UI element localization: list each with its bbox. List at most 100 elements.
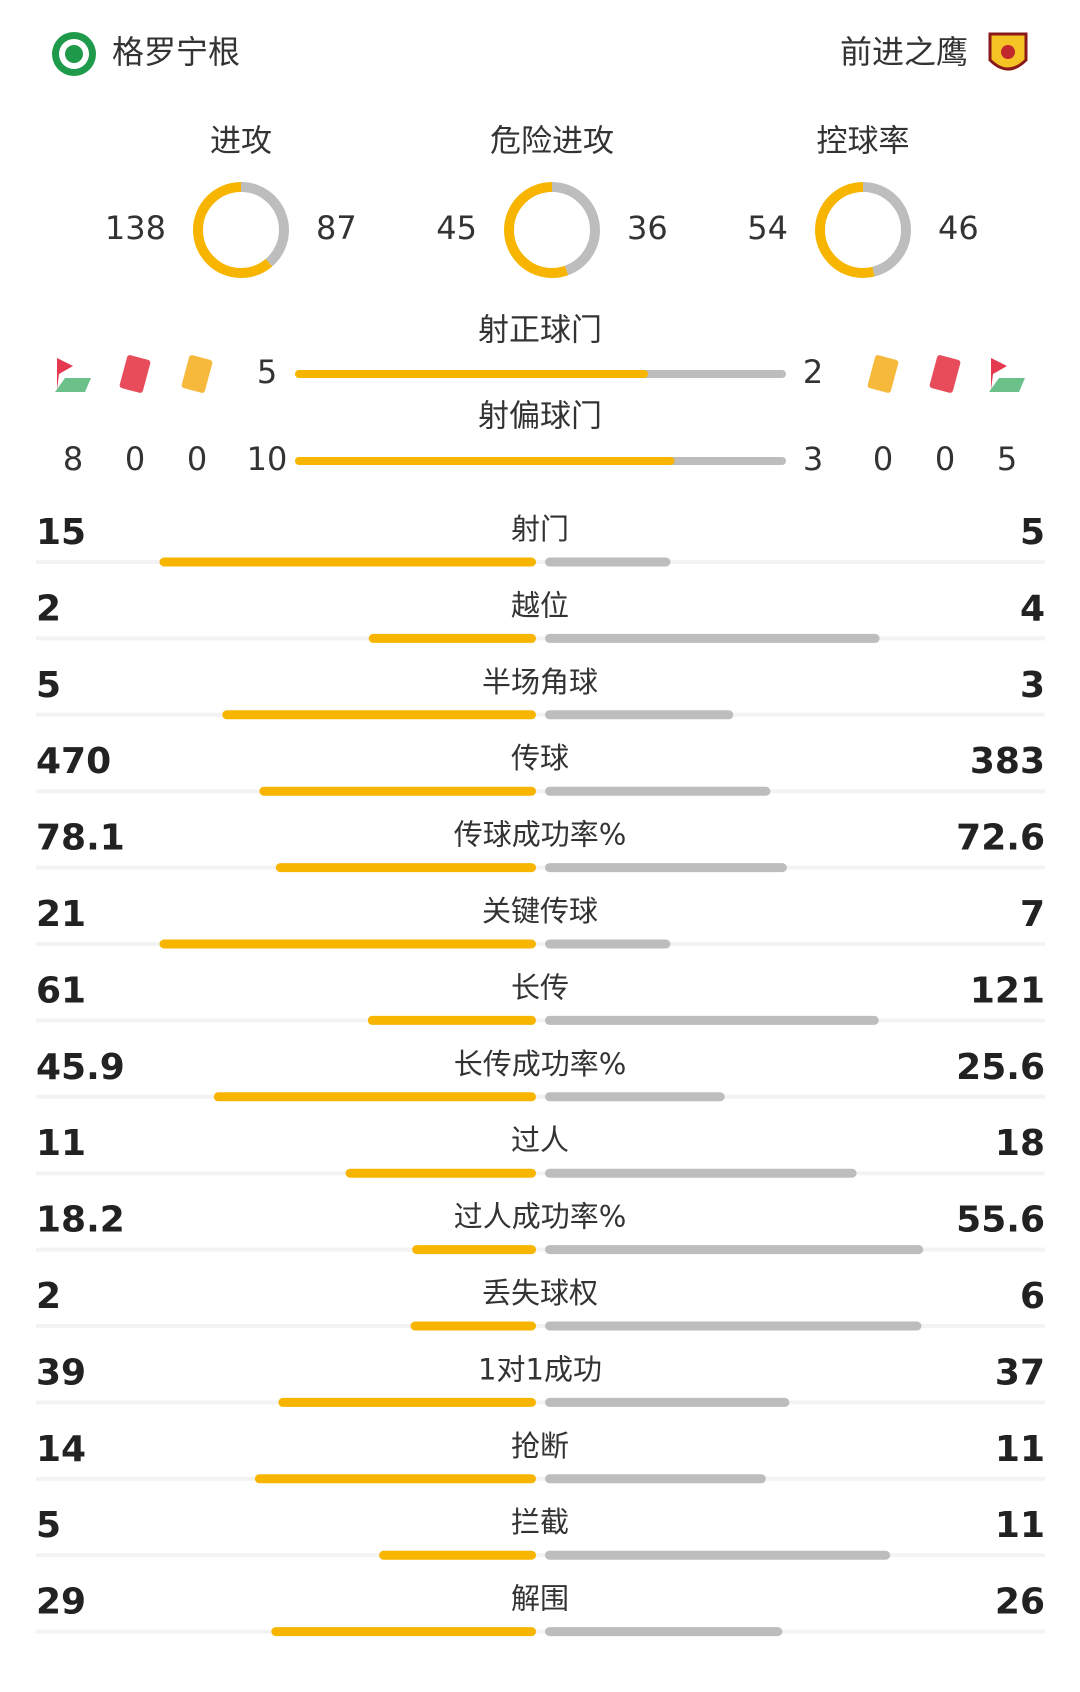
stat-home-bar bbox=[259, 786, 536, 796]
stat-label: 传球成功率% bbox=[454, 818, 627, 852]
stat-home-value: 18.2 bbox=[36, 1200, 125, 1241]
stat-home-bar bbox=[275, 863, 536, 873]
stat-label: 过人成功率% bbox=[454, 1200, 627, 1234]
corner-icon bbox=[57, 358, 73, 390]
stat-away-value: 55.6 bbox=[956, 1200, 1045, 1241]
stat-home-value: 29 bbox=[36, 1582, 86, 1623]
ring-away-value: 36 bbox=[627, 209, 668, 247]
away-logo bbox=[988, 32, 1028, 71]
stat-home-bar bbox=[412, 1245, 536, 1255]
red-card-icon bbox=[119, 355, 151, 393]
away-corners-count: 5 bbox=[997, 440, 1017, 478]
away-team: 前进之鹰 bbox=[840, 33, 968, 71]
stat-label: 长传成功率% bbox=[454, 1047, 627, 1081]
stat-away-value: 4 bbox=[1020, 588, 1045, 629]
stat-home-value: 45.9 bbox=[36, 1047, 125, 1088]
stat-away-bar bbox=[545, 710, 734, 720]
yellow-card-icon bbox=[867, 355, 899, 393]
stat-home-bar bbox=[213, 1092, 536, 1102]
stat-away-bar bbox=[545, 633, 880, 643]
stat-home-bar bbox=[254, 1474, 536, 1484]
stat-home-bar bbox=[159, 557, 536, 567]
shot-home-value: 10 bbox=[247, 440, 288, 478]
stat-away-bar bbox=[545, 1474, 766, 1484]
ring-home-value: 138 bbox=[105, 209, 166, 247]
stat-home-value: 5 bbox=[36, 1505, 61, 1546]
stat-away-value: 25.6 bbox=[956, 1047, 1045, 1088]
corner-icon bbox=[991, 358, 1007, 390]
home-team: 格罗宁根 bbox=[112, 33, 240, 71]
ring-home-value: 54 bbox=[747, 209, 788, 247]
stat-label: 射门 bbox=[511, 512, 569, 546]
ring-home-arc bbox=[504, 182, 600, 278]
stat-away-value: 3 bbox=[1020, 665, 1045, 706]
stat-away-bar bbox=[545, 1245, 924, 1255]
stat-home-value: 15 bbox=[36, 512, 86, 553]
stat-away-bar bbox=[545, 786, 771, 796]
stat-away-value: 7 bbox=[1020, 894, 1045, 935]
stat-home-bar bbox=[410, 1321, 536, 1331]
stat-home-bar bbox=[345, 1168, 536, 1178]
stat-home-value: 61 bbox=[36, 970, 86, 1011]
corner-icon-grass bbox=[55, 378, 91, 392]
stat-away-bar bbox=[545, 1321, 922, 1331]
home-corners-count: 8 bbox=[63, 440, 83, 478]
home-yellow-count: 0 bbox=[187, 440, 207, 478]
stat-away-bar bbox=[545, 1015, 879, 1025]
stat-label: 长传 bbox=[511, 970, 569, 1004]
shot-home-value: 5 bbox=[257, 353, 277, 391]
stat-label: 解围 bbox=[511, 1582, 569, 1616]
ring-label: 危险进攻 bbox=[490, 124, 614, 160]
stat-label: 过人 bbox=[511, 1123, 569, 1157]
stat-label: 抢断 bbox=[511, 1429, 569, 1463]
stat-home-value: 39 bbox=[36, 1352, 86, 1393]
stat-label: 越位 bbox=[511, 588, 569, 622]
stat-home-bar bbox=[367, 1015, 536, 1025]
home-red-count: 0 bbox=[125, 440, 145, 478]
stat-home-bar bbox=[222, 710, 536, 720]
stat-away-bar bbox=[545, 1168, 857, 1178]
stat-away-value: 18 bbox=[995, 1123, 1045, 1164]
stat-away-value: 5 bbox=[1020, 512, 1045, 553]
ring-home-value: 45 bbox=[436, 209, 477, 247]
ring-away-value: 46 bbox=[938, 209, 979, 247]
stat-label: 1对1成功 bbox=[478, 1352, 602, 1386]
ring-home-arc bbox=[193, 182, 289, 278]
stat-home-value: 2 bbox=[36, 1276, 61, 1317]
stat-label: 拦截 bbox=[511, 1505, 569, 1539]
stat-home-bar bbox=[368, 633, 536, 643]
stat-away-value: 383 bbox=[970, 741, 1045, 782]
stat-away-value: 6 bbox=[1020, 1276, 1045, 1317]
stat-home-value: 11 bbox=[36, 1123, 86, 1164]
stat-home-value: 2 bbox=[36, 588, 61, 629]
stat-label: 丢失球权 bbox=[482, 1276, 598, 1310]
away-red-count: 0 bbox=[935, 440, 955, 478]
stat-home-bar bbox=[278, 1397, 536, 1407]
stat-away-bar bbox=[545, 863, 787, 873]
stat-away-bar bbox=[545, 1092, 725, 1102]
stat-home-bar bbox=[159, 939, 536, 949]
stat-label: 半场角球 bbox=[482, 665, 598, 699]
stat-away-value: 121 bbox=[970, 970, 1045, 1011]
stat-away-value: 72.6 bbox=[956, 818, 1045, 859]
red-card-icon bbox=[929, 355, 961, 393]
shot-label: 射正球门 bbox=[478, 313, 602, 349]
stat-away-value: 11 bbox=[995, 1429, 1045, 1470]
ring-label: 进攻 bbox=[210, 124, 272, 160]
ring-label: 控球率 bbox=[817, 124, 910, 160]
stat-home-value: 78.1 bbox=[36, 818, 125, 859]
shot-away-value: 3 bbox=[803, 440, 823, 478]
ring-home-arc bbox=[815, 182, 911, 278]
stat-away-bar bbox=[545, 557, 671, 567]
stat-away-bar bbox=[545, 1627, 783, 1637]
stat-home-bar bbox=[271, 1627, 536, 1637]
stat-away-bar bbox=[545, 1397, 790, 1407]
stat-away-value: 37 bbox=[995, 1352, 1045, 1393]
stat-label: 传球 bbox=[511, 741, 569, 775]
home-logo bbox=[52, 32, 96, 76]
stat-away-value: 11 bbox=[995, 1505, 1045, 1546]
stat-home-value: 14 bbox=[36, 1429, 86, 1470]
stat-away-bar bbox=[545, 1550, 891, 1560]
